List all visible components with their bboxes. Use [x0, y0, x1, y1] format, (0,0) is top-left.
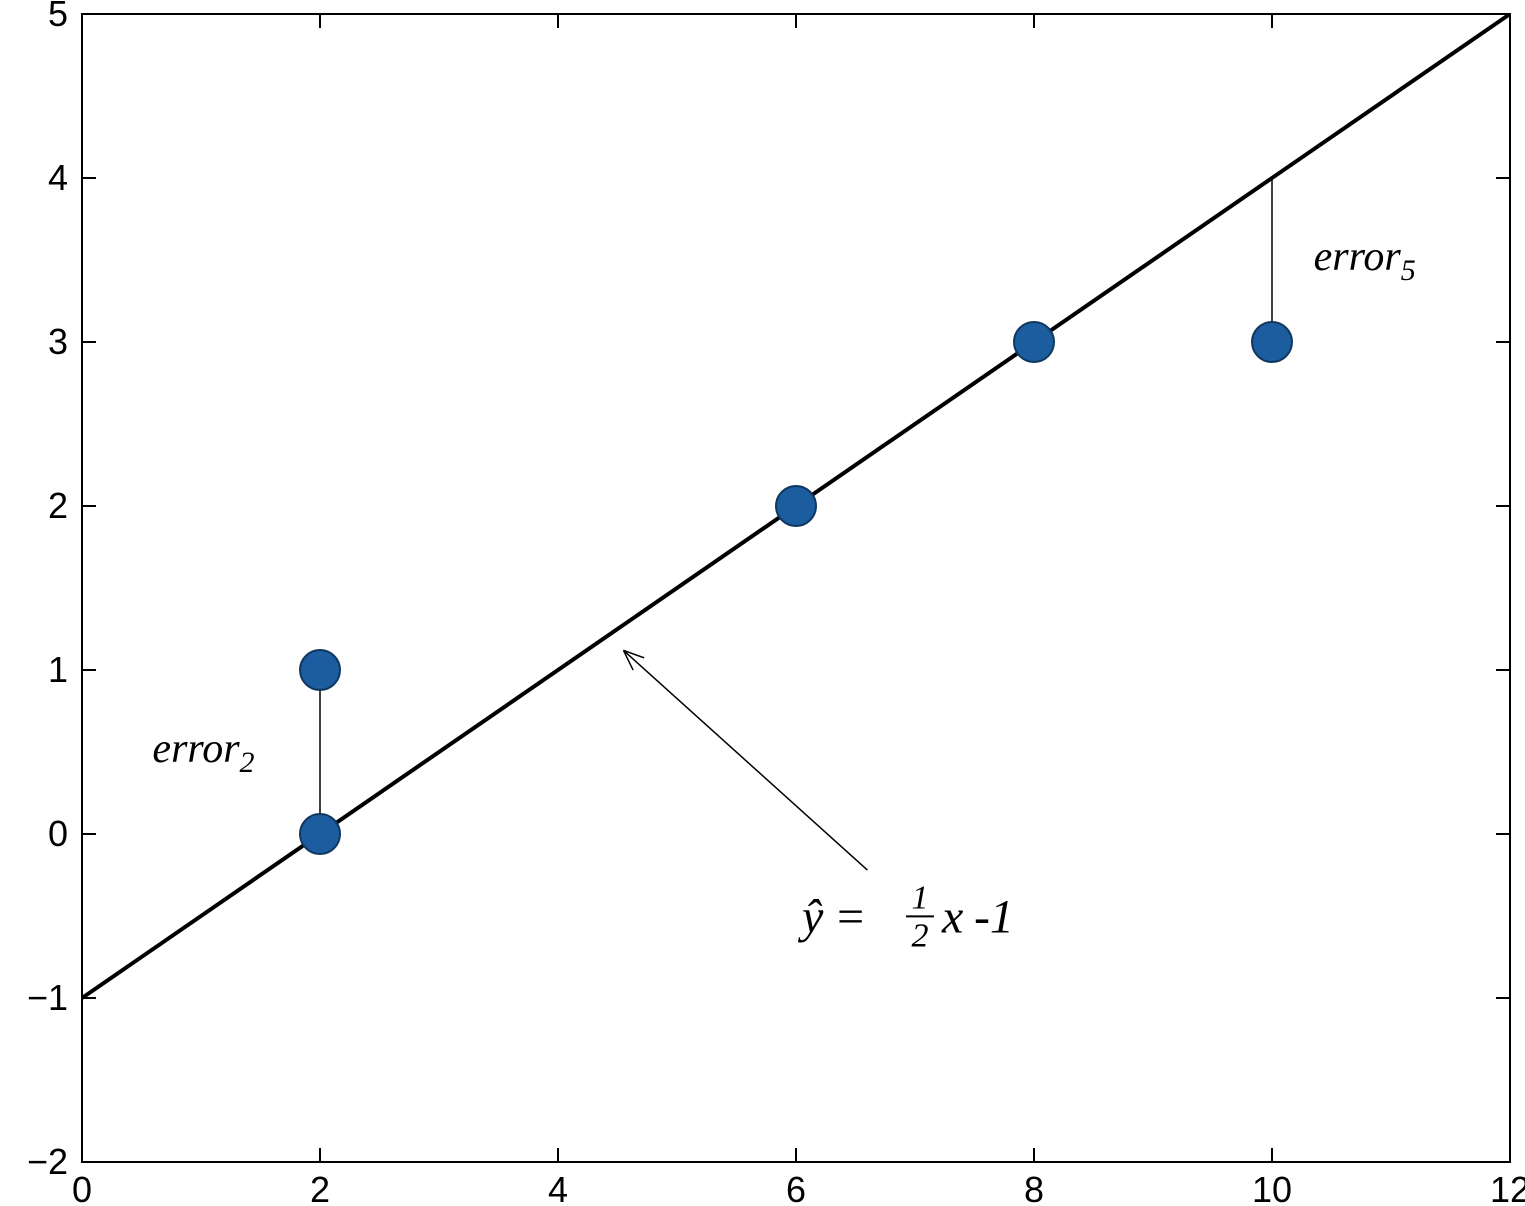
x-tick-label: 0: [72, 1169, 92, 1206]
annotation-error5: error5: [1314, 234, 1416, 287]
y-tick-label: 1: [48, 649, 68, 690]
data-point: [1014, 322, 1054, 362]
y-tick-label: 2: [48, 485, 68, 526]
x-tick-label: 8: [1024, 1169, 1044, 1206]
x-tick-label: 2: [310, 1169, 330, 1206]
y-tick-label: −2: [27, 1141, 68, 1182]
y-tick-label: −1: [27, 977, 68, 1018]
y-tick-label: 3: [48, 321, 68, 362]
data-point: [300, 814, 340, 854]
data-point: [1252, 322, 1292, 362]
eq-yhat: ŷ: [797, 890, 824, 943]
data-point: [300, 650, 340, 690]
x-tick-label: 12: [1490, 1169, 1525, 1206]
x-tick-label: 6: [786, 1169, 806, 1206]
x-tick-label: 10: [1252, 1169, 1292, 1206]
eq-frac-den: 2: [911, 917, 928, 954]
chart-background: [0, 0, 1525, 1206]
y-tick-label: 0: [48, 813, 68, 854]
y-tick-label: 4: [48, 157, 68, 198]
regression-chart: 024681012−2−1012345error2error5ŷ = 12x-1: [0, 0, 1525, 1206]
x-tick-label: 4: [548, 1169, 568, 1206]
y-tick-label: 5: [48, 0, 68, 34]
annotation-error2: error2: [152, 726, 254, 779]
eq-frac-num: 1: [911, 879, 928, 916]
eq-equals: =: [834, 890, 866, 943]
eq-minus-one: -1: [974, 890, 1014, 943]
chart-svg: 024681012−2−1012345error2error5ŷ = 12x-1: [0, 0, 1525, 1206]
data-point: [776, 486, 816, 526]
eq-x: x: [941, 890, 963, 943]
